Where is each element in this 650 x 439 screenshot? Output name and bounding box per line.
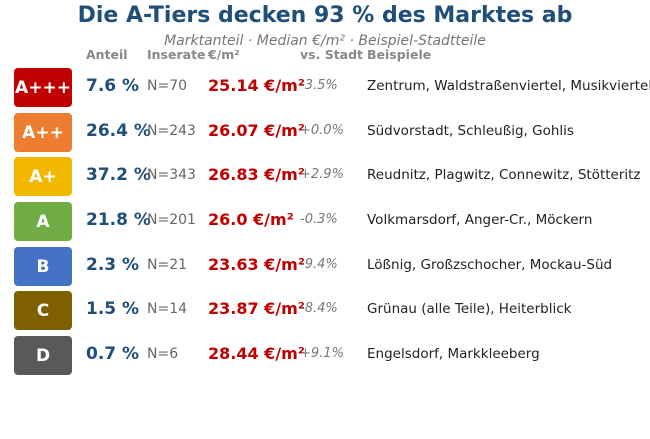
example-districts: Südvorstadt, Schleußig, Gohlis <box>367 123 574 139</box>
listings-count: N=6 <box>147 346 179 362</box>
tier-badge: C <box>14 291 72 330</box>
vs-city-delta: +0.0% <box>300 123 344 138</box>
median-price: 28.44 €/m² <box>208 344 305 363</box>
share-value: 37.2 % <box>86 165 151 185</box>
example-districts: Engelsdorf, Markkleeberg <box>367 346 540 362</box>
share-value: 7.6 % <box>86 76 140 96</box>
header-examples: Beispiele <box>367 47 432 62</box>
vs-city-delta: -8.4% <box>300 301 338 316</box>
vs-city-delta: -0.3% <box>300 212 338 227</box>
header-share: Anteil <box>86 47 128 62</box>
tier-badge: A+ <box>14 157 72 196</box>
example-districts: Zentrum, Waldstraßenviertel, Musikvierte… <box>367 78 650 94</box>
example-districts: Reudnitz, Plagwitz, Connewitz, Stötterit… <box>367 167 641 183</box>
median-price: 26.07 €/m² <box>208 121 305 140</box>
vs-city-delta: +9.1% <box>300 346 344 361</box>
tier-row: A+ 37.2 % N=343 26.83 €/m² +2.9% Reudnit… <box>0 157 650 197</box>
vs-city-delta: +2.9% <box>300 167 344 182</box>
header-listings: Inserate <box>147 47 206 62</box>
tier-badge: D <box>14 336 72 375</box>
tier-row: B 2.3 % N=21 23.63 €/m² -9.4% Lößnig, Gr… <box>0 247 650 287</box>
tier-badge: A++ <box>14 113 72 152</box>
tier-row: D 0.7 % N=6 28.44 €/m² +9.1% Engelsdorf,… <box>0 336 650 376</box>
share-value: 0.7 % <box>86 344 140 364</box>
median-price: 23.87 €/m² <box>208 299 305 318</box>
example-districts: Volkmarsdorf, Anger-Cr., Möckern <box>367 212 593 228</box>
median-price: 26.0 €/m² <box>208 210 294 229</box>
listings-count: N=70 <box>147 78 188 94</box>
share-value: 2.3 % <box>86 255 140 275</box>
listings-count: N=343 <box>147 167 196 183</box>
median-price: 23.63 €/m² <box>208 255 305 274</box>
vs-city-delta: -9.4% <box>300 257 338 272</box>
tier-badge: A+++ <box>14 68 72 107</box>
vs-city-delta: -3.5% <box>300 78 338 93</box>
chart-subtitle: Marktanteil · Median €/m² · Beispiel-Sta… <box>164 33 486 49</box>
share-value: 21.8 % <box>86 210 151 230</box>
share-value: 26.4 % <box>86 121 151 141</box>
chart-title: Die A-Tiers decken 93 % des Marktes ab <box>77 3 573 28</box>
share-value: 1.5 % <box>86 299 140 319</box>
listings-count: N=14 <box>147 301 188 317</box>
header-price: €/m² <box>208 47 240 62</box>
header-vs-city: vs. Stadt <box>300 47 364 62</box>
listings-count: N=21 <box>147 257 188 273</box>
median-price: 26.83 €/m² <box>208 165 305 184</box>
tier-row: A+++ 7.6 % N=70 25.14 €/m² -3.5% Zentrum… <box>0 68 650 108</box>
listings-count: N=243 <box>147 123 196 139</box>
tier-row: C 1.5 % N=14 23.87 €/m² -8.4% Grünau (al… <box>0 291 650 331</box>
listings-count: N=201 <box>147 212 196 228</box>
tier-badge: A <box>14 202 72 241</box>
tier-badge: B <box>14 247 72 286</box>
tier-row: A++ 26.4 % N=243 26.07 €/m² +0.0% Südvor… <box>0 113 650 153</box>
example-districts: Lößnig, Großzschocher, Mockau-Süd <box>367 257 613 273</box>
example-districts: Grünau (alle Teile), Heiterblick <box>367 301 572 317</box>
tier-row: A 21.8 % N=201 26.0 €/m² -0.3% Volkmarsd… <box>0 202 650 242</box>
median-price: 25.14 €/m² <box>208 76 305 95</box>
